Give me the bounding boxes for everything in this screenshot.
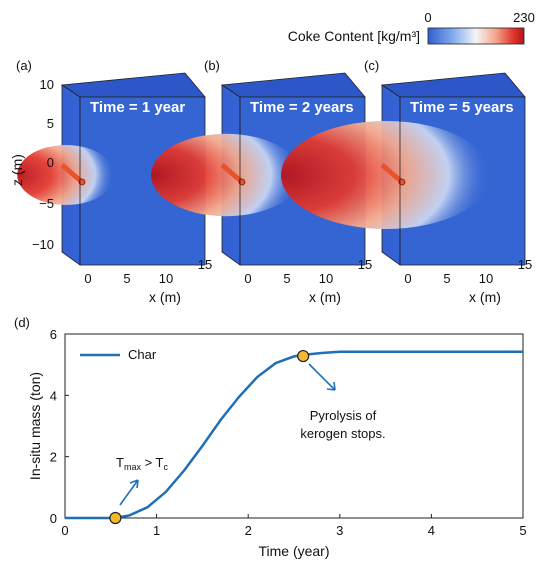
z-tick-label: −5 — [39, 196, 54, 211]
y-tick-label: 4 — [50, 388, 57, 403]
panel-time-label: Time = 2 years — [250, 99, 354, 116]
panel-tag: (b) — [204, 58, 220, 73]
well-bore — [380, 163, 404, 184]
y-tick-label: 2 — [50, 450, 57, 465]
x-tick-label: 10 — [479, 271, 493, 286]
colorbar-min-label: 0 — [424, 10, 431, 25]
x-axis-label: x (m) — [149, 289, 181, 305]
panel-tag: (a) — [16, 58, 32, 73]
well-tip — [238, 178, 246, 186]
x-axis-label: x (m) — [469, 289, 501, 305]
x-tick-label: 2 — [245, 523, 252, 538]
annotation-tmax-sub: max — [124, 462, 142, 472]
annotation-tmax-t: T — [116, 455, 124, 470]
well-bore — [220, 163, 244, 184]
chart-tag: (d) — [14, 315, 30, 330]
annotation-pyrolysis-line1: Pyrolysis of — [310, 408, 377, 423]
panel-top-face — [220, 72, 366, 98]
coke-plume — [281, 121, 491, 229]
x-tick-label: 10 — [159, 271, 173, 286]
annotation-tmax-text: Tmax > Tc — [116, 455, 169, 472]
x-tick-label: 15 — [198, 257, 212, 272]
y-tick-label: 6 — [50, 327, 57, 342]
x-tick-label: 0 — [244, 271, 251, 286]
series-line-char — [65, 350, 523, 520]
annotation-tmax: Tmax > Tc — [116, 455, 169, 506]
z-tick-label: 0 — [47, 155, 54, 170]
annotation-pyrolysis-line2: kerogen stops. — [300, 426, 385, 441]
x-tick-label: 0 — [84, 271, 91, 286]
panel-time-label: Time = 5 years — [410, 99, 514, 116]
z-axis-label: z (m) — [9, 154, 25, 186]
event-marker — [109, 511, 122, 525]
annotation-pyrolysis: Pyrolysis of kerogen stops. — [300, 363, 386, 441]
x-tick-label: 5 — [123, 271, 130, 286]
plot-frame — [64, 333, 524, 519]
axis-ticks: 0 1 2 3 4 5 0 2 4 6 — [50, 327, 527, 538]
event-marker — [297, 349, 310, 363]
annotation-tmax-arrow — [119, 479, 139, 506]
well-bore — [60, 163, 84, 184]
x-tick-label: 10 — [319, 271, 333, 286]
x-axis-label: Time (year) — [258, 543, 329, 559]
panel-0: Time = 1 year (a) 10 5 0 −5 −10 z (m) 0 5 10 15 x (m… — [9, 58, 212, 305]
well-tip — [398, 178, 406, 186]
annotation-pyrolysis-arrowhead — [326, 381, 336, 391]
panel-top-face — [380, 72, 526, 98]
panel-2: Time = 5 years (c) 0 5 10 15 x (m) — [281, 58, 532, 305]
colorbar-title: Coke Content [kg/m³] — [288, 28, 420, 44]
colorbar-bar — [427, 27, 525, 45]
coke-plume — [17, 145, 115, 205]
panels-group: Time = 1 year (a) 10 5 0 −5 −10 z (m) 0 5 10 15 x (m… — [9, 58, 532, 305]
colorbar-max-label: 230 — [513, 10, 535, 25]
x-axis-label: x (m) — [309, 289, 341, 305]
panel-top-face — [60, 72, 206, 98]
y-axis-label: In-situ mass (ton) — [27, 372, 43, 480]
x-tick-label: 5 — [443, 271, 450, 286]
markers — [109, 349, 310, 525]
colorbar: Coke Content [kg/m³] 0 230 — [288, 10, 535, 45]
coke-plume — [151, 133, 301, 217]
x-tick-label: 15 — [518, 257, 532, 272]
annotation-tmax-arrowhead — [129, 479, 139, 489]
legend-label: Char — [128, 347, 157, 362]
well-tip — [78, 178, 86, 186]
z-tick-label: 10 — [40, 77, 54, 92]
line-chart: (d) 0 1 2 3 4 5 0 2 4 6 Time (year) In-situ mass … — [14, 315, 527, 559]
x-tick-label: 0 — [61, 523, 68, 538]
x-tick-label: 1 — [153, 523, 160, 538]
x-tick-label: 5 — [283, 271, 290, 286]
y-tick-label: 0 — [50, 511, 57, 526]
z-tick-label: 5 — [47, 116, 54, 131]
x-tick-label: 0 — [404, 271, 411, 286]
z-tick-label: −10 — [32, 237, 54, 252]
panel-time-label: Time = 1 year — [90, 99, 185, 116]
annotation-pyrolysis-arrow — [308, 363, 336, 391]
x-tick-label: 15 — [358, 257, 372, 272]
x-tick-label: 3 — [336, 523, 343, 538]
x-tick-label: 5 — [519, 523, 526, 538]
x-tick-label: 4 — [428, 523, 435, 538]
legend: Char — [80, 347, 157, 362]
annotation-tmax-sub2: c — [164, 462, 169, 472]
annotation-tmax-mid: > T — [141, 455, 164, 470]
panel-tag: (c) — [364, 58, 379, 73]
